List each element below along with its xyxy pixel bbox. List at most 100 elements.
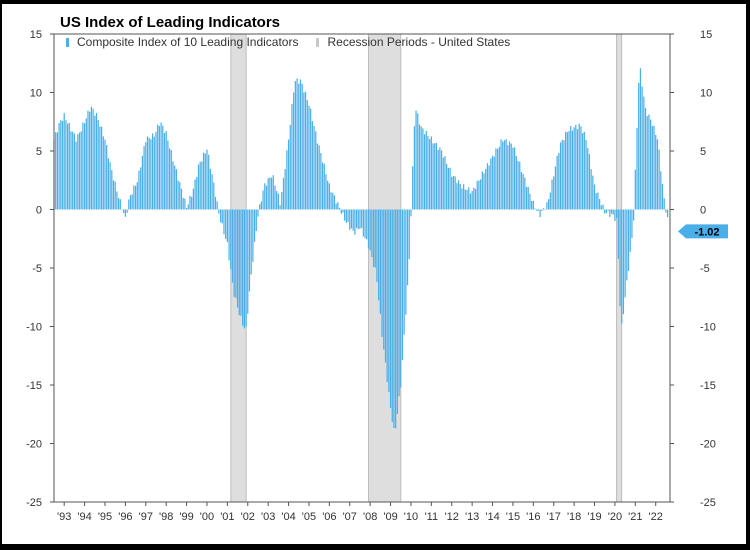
bar	[563, 140, 565, 210]
bar	[109, 162, 111, 210]
bar	[352, 209, 354, 231]
bar	[179, 182, 181, 210]
bar	[488, 165, 490, 210]
bar	[123, 209, 125, 214]
bar	[304, 91, 307, 210]
bar	[532, 200, 534, 210]
bar	[328, 183, 330, 210]
bar	[442, 157, 444, 210]
bar	[133, 185, 135, 210]
bar	[157, 124, 159, 210]
bar	[510, 143, 512, 210]
bar	[55, 132, 57, 210]
bar	[141, 155, 144, 210]
bar	[63, 113, 65, 210]
bar	[223, 209, 225, 235]
bar	[301, 83, 303, 210]
bar	[444, 156, 446, 210]
ytick-left-label: 0	[36, 205, 42, 217]
xtick-label: '12	[445, 511, 459, 523]
bar	[189, 195, 191, 210]
bar	[605, 209, 608, 214]
bar	[554, 166, 557, 210]
bar	[325, 174, 327, 210]
bar	[102, 136, 104, 210]
bar	[602, 204, 604, 210]
bar	[126, 209, 128, 214]
bar	[415, 110, 417, 210]
bar	[405, 209, 407, 315]
bar	[573, 127, 575, 210]
bar	[447, 167, 449, 210]
bar	[70, 131, 72, 210]
bar	[134, 185, 137, 210]
ytick-right-label: -25	[700, 497, 716, 509]
bar	[85, 118, 87, 210]
bar	[274, 185, 276, 210]
xtick-label: '01	[220, 511, 234, 523]
xtick-label: '10	[404, 511, 418, 523]
bar	[454, 176, 456, 210]
bar	[117, 198, 120, 210]
bar	[610, 209, 613, 214]
xtick-label: '20	[608, 511, 622, 523]
ytick-left-label: 5	[36, 146, 42, 158]
bar	[174, 165, 176, 210]
bar	[58, 122, 60, 210]
bar	[636, 127, 638, 210]
bar	[389, 209, 392, 409]
bar	[561, 139, 563, 210]
xtick-label: '16	[526, 511, 540, 523]
bar	[369, 209, 371, 251]
bar	[216, 201, 218, 210]
bar	[293, 92, 295, 210]
bar	[391, 209, 393, 423]
bar	[493, 156, 495, 210]
bar	[607, 209, 609, 211]
bar	[580, 126, 582, 210]
bar	[393, 209, 395, 428]
bar	[595, 193, 597, 210]
bar	[320, 153, 322, 210]
plot-border	[53, 33, 671, 503]
bar	[478, 180, 480, 210]
bar	[89, 111, 91, 210]
recession-band-2	[616, 33, 623, 503]
bar	[429, 139, 431, 210]
xtick-label: '13	[465, 511, 479, 523]
bar	[468, 187, 470, 210]
bar	[65, 120, 67, 210]
bar	[321, 162, 324, 210]
bar	[259, 204, 261, 210]
bar	[418, 124, 421, 210]
bar	[184, 198, 186, 210]
bar	[138, 170, 140, 210]
bar	[439, 147, 441, 210]
ytick-right-label: 15	[700, 29, 712, 41]
bar	[432, 143, 434, 210]
bar	[406, 209, 409, 286]
bar	[599, 199, 601, 210]
ytick-right-label: 5	[700, 146, 706, 158]
bar	[121, 209, 123, 211]
bar	[112, 180, 115, 210]
bar	[357, 209, 359, 230]
bar	[73, 133, 76, 210]
bar	[575, 124, 577, 210]
bar	[629, 209, 631, 252]
bar	[303, 92, 305, 210]
bar	[269, 177, 271, 210]
bar	[270, 177, 273, 210]
xtick-label: '08	[363, 511, 377, 523]
ytick-left-label: -15	[26, 380, 42, 392]
bar	[247, 209, 249, 314]
xtick-label: '19	[587, 511, 601, 523]
bar	[106, 145, 108, 210]
bar	[136, 182, 138, 210]
bar	[158, 126, 160, 210]
bar	[372, 209, 375, 267]
ytick-left-label: -20	[26, 439, 42, 451]
chart-title: US Index of Leading Indicators	[60, 14, 281, 31]
bar	[651, 126, 653, 210]
bar	[446, 163, 448, 210]
